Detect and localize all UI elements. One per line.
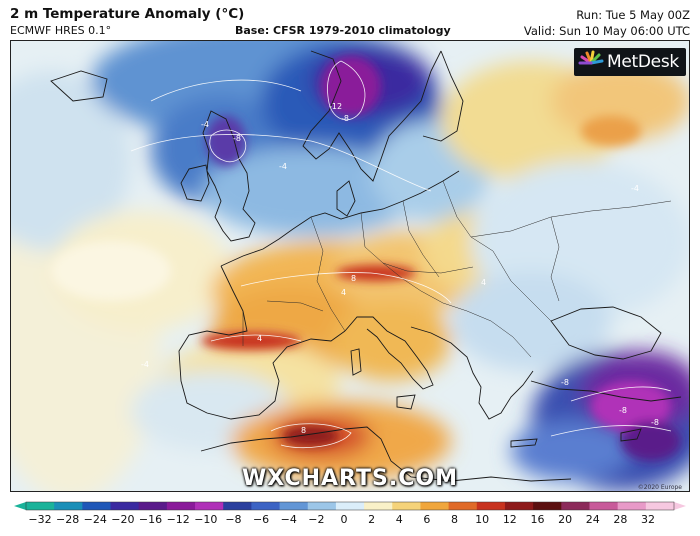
colorbar-segment — [561, 502, 590, 510]
colorbar-max-arrow — [674, 502, 686, 510]
metdesk-logo-icon — [578, 50, 604, 65]
colorbar-tick-label: 28 — [613, 513, 628, 526]
contour-label: -8 — [651, 418, 659, 427]
colorbar-segment — [110, 502, 140, 510]
climatology-base-label: Base: CFSR 1979-2010 climatology — [235, 24, 451, 37]
colorbar-tick-label: 12 — [502, 513, 517, 526]
contour-label: -8 — [619, 406, 627, 415]
temperature-anomaly-map: -12 -8 -8 -4 -4 -4 -4 4 4 8 8 -8 -8 -8 4 — [10, 40, 690, 492]
contour-label: -4 — [631, 184, 639, 193]
colorbar-outline — [25, 501, 675, 511]
colorbar-segment — [82, 502, 112, 510]
colorbar-tick-label: −28 — [56, 513, 80, 526]
colorbar-min-arrow — [14, 502, 26, 510]
contour-label: -12 — [329, 102, 342, 111]
colorbar-segment — [533, 502, 562, 510]
colorbar-tick-label: −2 — [308, 513, 325, 526]
colorbar-segment — [645, 502, 675, 510]
colorbar-tick-label: −24 — [83, 513, 107, 526]
coastlines — [50, 50, 682, 482]
colorbar-tick-label: −8 — [225, 513, 242, 526]
contour-label: 4 — [257, 334, 262, 343]
colorbar-segment — [504, 502, 534, 510]
valid-time-label: Valid: Sun 10 May 06:00 UTC — [523, 24, 690, 38]
model-label: ECMWF HRES 0.1° — [10, 24, 112, 37]
colorbar-segment — [392, 502, 421, 510]
metdesk-wordmark: MetDesk — [607, 52, 679, 72]
contour-lines — [130, 60, 672, 449]
contour-label: -8 — [341, 114, 349, 123]
colorbar-tick-label: −16 — [138, 513, 163, 526]
colorbar-tick-label: −20 — [111, 513, 135, 526]
colorbar-segment — [589, 502, 619, 510]
colorbar-segment — [364, 502, 393, 510]
colorbar-segment — [279, 502, 309, 510]
contour-label: 4 — [481, 278, 486, 287]
map-svg: -12 -8 -8 -4 -4 -4 -4 4 4 8 8 -8 -8 -8 4 — [11, 41, 689, 491]
country-borders — [242, 180, 672, 358]
colorbar-tick-label: 2 — [368, 513, 376, 526]
colorbar-tick-label: −4 — [280, 513, 297, 526]
colorbar-segment — [617, 502, 647, 510]
colorbar-tick-label: −6 — [252, 513, 270, 526]
anomaly-field — [11, 41, 689, 491]
metdesk-logo: MetDesk — [574, 48, 686, 76]
colorbar-tick-label: 16 — [530, 513, 545, 526]
colorbar-segment — [223, 502, 252, 510]
colorbar-tick-label: −10 — [194, 513, 218, 526]
contour-label: -4 — [201, 120, 209, 129]
contour-labels: -12 -8 -8 -4 -4 -4 -4 4 4 8 8 -8 -8 -8 4 — [141, 102, 659, 435]
contour-label: 8 — [301, 426, 306, 435]
contour-label: -4 — [279, 162, 287, 171]
colorbar-segment — [448, 502, 478, 510]
contour-label: 4 — [341, 288, 346, 297]
contour-label: -8 — [561, 378, 569, 387]
map-copyright: ©2020 Europe — [637, 484, 682, 491]
colorbar-segment — [335, 502, 365, 510]
colorbar-tick-label: 32 — [641, 513, 655, 526]
colorbar-tick-label: 4 — [395, 513, 403, 526]
colorbar-segment — [195, 502, 224, 510]
chart-header: 2 m Temperature Anomaly (°C) ECMWF HRES … — [0, 0, 700, 40]
colorbar-tick-label: 20 — [558, 513, 573, 526]
colorbar-segment — [26, 502, 55, 510]
colorbar-tick-label: 0 — [340, 513, 348, 526]
contour-label: -4 — [141, 360, 149, 369]
wxcharts-watermark: WXCHARTS.COM — [242, 466, 458, 491]
colorbar-scale — [14, 501, 686, 511]
colorbar-segment — [251, 502, 281, 510]
colorbar-tick-labels: −32 −28 −24 −20 −16 −12 −10 −8 −6 −4 −2 0 2 4 6 8 10 12 16… — [14, 513, 686, 529]
colorbar-segment — [138, 502, 168, 510]
colorbar-tick-label: 8 — [451, 513, 459, 526]
colorbar-tick-label: −12 — [166, 513, 190, 526]
chart-title: 2 m Temperature Anomaly (°C) — [10, 6, 245, 22]
colorbar-segment — [420, 502, 450, 510]
colorbar-tick-label: 10 — [475, 513, 490, 526]
contour-label: -8 — [233, 134, 241, 143]
run-time-label: Run: Tue 5 May 00Z — [576, 8, 690, 22]
colorbar-tick-label: 24 — [585, 513, 600, 526]
colorbar: −32 −28 −24 −20 −16 −12 −10 −8 −6 −4 −2 0 2 4 6 8 10 12 16… — [14, 499, 686, 533]
colorbar-segment — [166, 502, 196, 510]
colorbar-tick-label: 6 — [423, 513, 431, 526]
colorbar-tick-label: −32 — [28, 513, 52, 526]
colorbar-segment — [54, 502, 83, 510]
colorbar-segment — [307, 502, 337, 510]
colorbar-segment — [476, 502, 506, 510]
contour-label: 8 — [351, 274, 356, 283]
